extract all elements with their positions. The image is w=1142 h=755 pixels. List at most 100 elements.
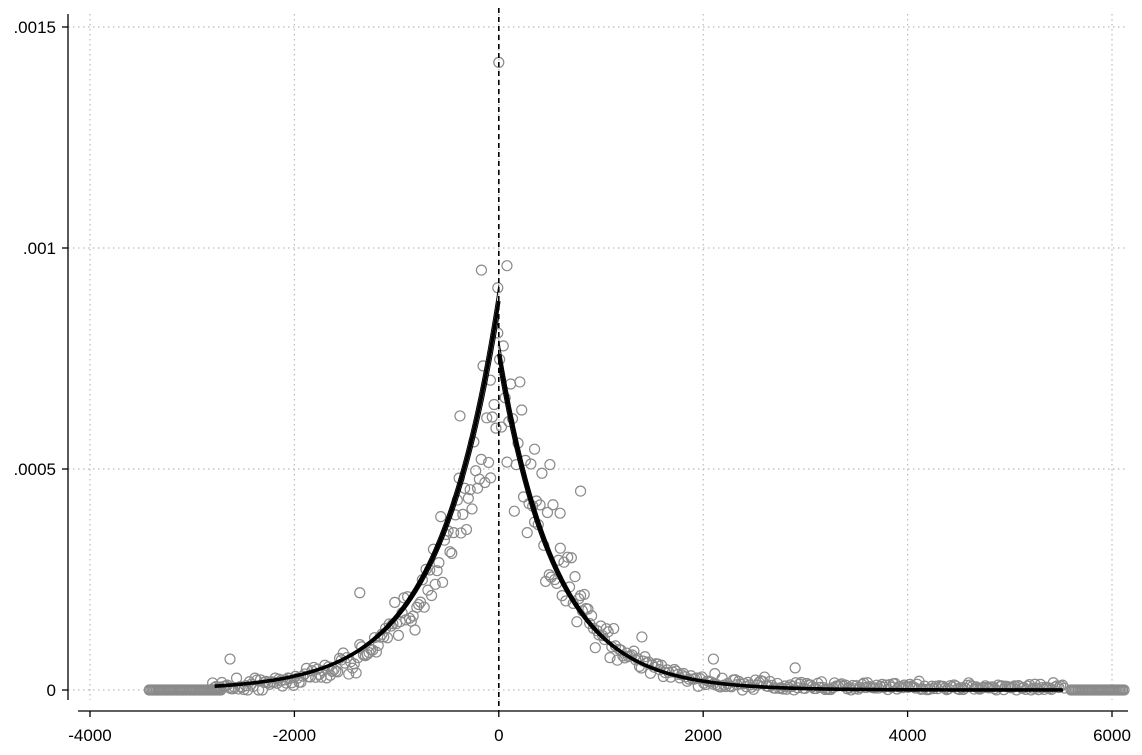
scatter-point bbox=[454, 410, 466, 422]
y-tick-label: 0 bbox=[47, 681, 56, 700]
scatter-point bbox=[350, 667, 362, 679]
scatter-point bbox=[554, 507, 566, 519]
scatter-point bbox=[541, 506, 554, 519]
y-tick-label: .0005 bbox=[13, 460, 56, 479]
scatter-point bbox=[709, 668, 721, 680]
scatter-point bbox=[481, 412, 493, 424]
scatter-point bbox=[482, 456, 495, 469]
scatter-point bbox=[571, 616, 583, 628]
scatter-point bbox=[987, 681, 999, 693]
scatter-point bbox=[409, 624, 421, 636]
scatter-point bbox=[977, 681, 990, 694]
x-tick-label: 6000 bbox=[1093, 726, 1131, 745]
scatter-point bbox=[455, 527, 467, 539]
scatter-point bbox=[585, 610, 598, 622]
x-tick-label: 0 bbox=[494, 726, 503, 745]
scatter-point bbox=[1031, 682, 1043, 694]
scatter-point bbox=[608, 622, 620, 635]
scatter-point bbox=[1118, 684, 1130, 696]
scatter-point bbox=[554, 542, 566, 554]
scatter-point bbox=[460, 523, 473, 536]
scatter-point bbox=[1007, 681, 1019, 693]
scatter-point bbox=[326, 665, 338, 678]
scatter-point bbox=[514, 376, 526, 388]
scatter-point bbox=[574, 485, 587, 497]
fit-band-upper-right bbox=[498, 340, 1063, 691]
scatter-point bbox=[425, 589, 438, 602]
scatter-point bbox=[707, 653, 720, 665]
scatter-point bbox=[392, 629, 405, 641]
scatter-point bbox=[521, 527, 533, 539]
fit-lines bbox=[214, 285, 1063, 692]
scatter-point bbox=[485, 472, 497, 484]
scatter-point bbox=[381, 632, 394, 644]
scatter-point bbox=[495, 421, 508, 433]
y-tick-label: .0015 bbox=[13, 18, 56, 37]
scatter-point bbox=[446, 547, 458, 559]
scatter-point bbox=[321, 672, 333, 684]
scatter-point bbox=[501, 260, 513, 272]
scatter-point bbox=[578, 588, 590, 601]
scatter-point bbox=[547, 499, 559, 511]
scatter-point bbox=[413, 598, 425, 611]
scatter-point bbox=[602, 626, 614, 638]
scatter-point bbox=[475, 453, 487, 465]
scatter-point bbox=[473, 473, 485, 485]
fit-band-upper-left bbox=[214, 285, 500, 687]
scatter-point bbox=[562, 551, 574, 563]
scatter-point bbox=[589, 642, 601, 654]
scatter-point bbox=[343, 668, 355, 680]
scatter-point bbox=[457, 508, 469, 520]
scatter-point bbox=[569, 570, 581, 583]
scatter-point bbox=[501, 456, 513, 468]
y-tick-label: .001 bbox=[23, 239, 56, 258]
scatter-point bbox=[433, 557, 445, 569]
scatter-point bbox=[332, 666, 344, 678]
scatter-point bbox=[508, 505, 520, 517]
scatter-point bbox=[536, 467, 548, 479]
scatter-point bbox=[490, 422, 502, 434]
scatter-point bbox=[544, 458, 556, 471]
scatter-point bbox=[435, 511, 447, 523]
scatter-point bbox=[534, 499, 546, 511]
scatter-point bbox=[488, 398, 500, 411]
x-tick-label: -4000 bbox=[68, 726, 111, 745]
scatter-points bbox=[143, 56, 1130, 696]
fit-band-lower-right bbox=[498, 367, 1063, 691]
axis-ticks: 0 .0005 .001 .0015 -4000 -2000 0 2000 4000 6000 bbox=[13, 18, 1130, 745]
scatter-point bbox=[475, 264, 488, 276]
scatter-point bbox=[224, 653, 236, 665]
scatter-point bbox=[528, 443, 541, 455]
scatter-point bbox=[436, 576, 449, 588]
axes bbox=[67, 14, 1128, 712]
scatter-point bbox=[429, 578, 441, 590]
scatter-point bbox=[418, 601, 430, 613]
scatter-point bbox=[486, 411, 498, 423]
scatter-point bbox=[370, 646, 382, 658]
scatter-point bbox=[359, 650, 371, 662]
scatter-point bbox=[525, 458, 537, 470]
scatter-point bbox=[431, 565, 443, 577]
scatter-point bbox=[383, 618, 395, 630]
grid-lines bbox=[68, 14, 1128, 700]
x-tick-label: 2000 bbox=[684, 726, 722, 745]
fit-line-left bbox=[214, 300, 501, 689]
scatter-point bbox=[1058, 682, 1070, 694]
scatter-point bbox=[287, 679, 300, 691]
scatter-point bbox=[464, 484, 476, 496]
scatter-point bbox=[389, 596, 401, 609]
scatter-point bbox=[516, 404, 528, 416]
scatter-point bbox=[444, 546, 456, 558]
scatter-point bbox=[354, 587, 366, 599]
scatter-point bbox=[448, 527, 460, 539]
scatter-point bbox=[720, 680, 732, 693]
scatter-point bbox=[972, 682, 984, 694]
scatter-point bbox=[789, 662, 801, 674]
scatter-point bbox=[466, 503, 478, 515]
scatter-point bbox=[604, 652, 616, 664]
fit-line-right bbox=[497, 353, 1063, 692]
x-tick-label: -2000 bbox=[273, 726, 316, 745]
x-tick-label: 4000 bbox=[889, 726, 927, 745]
scatter-point bbox=[636, 631, 648, 643]
